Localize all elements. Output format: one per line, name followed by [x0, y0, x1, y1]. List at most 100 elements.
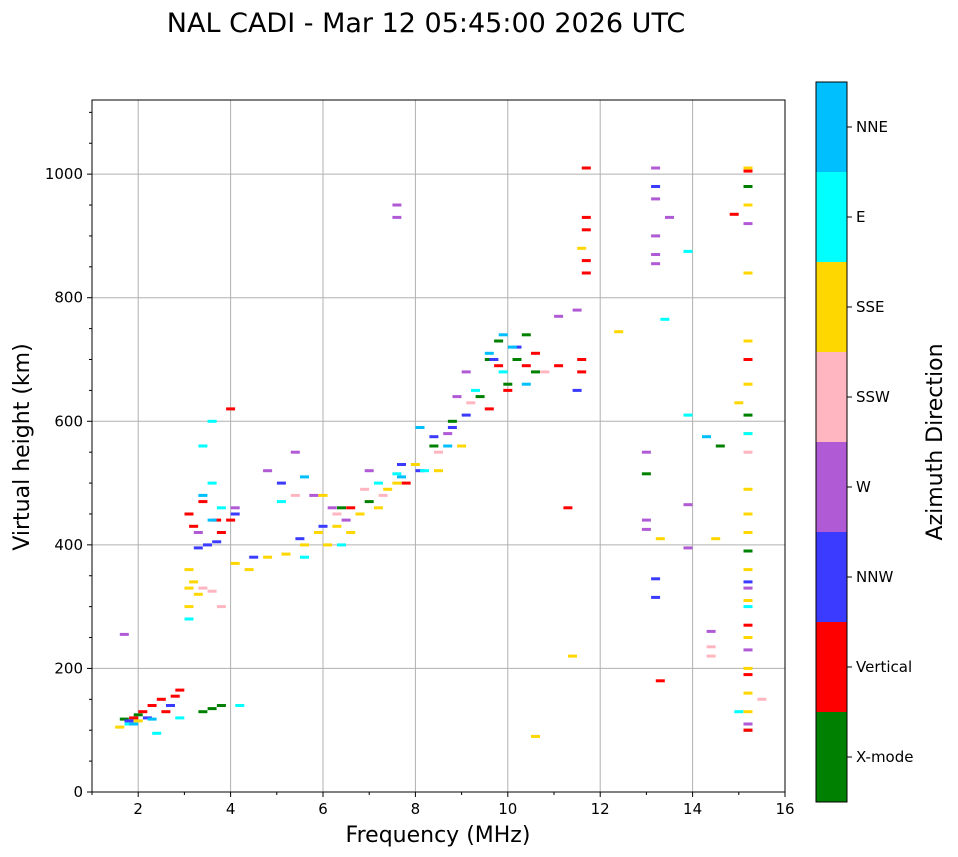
echo-point-nnw-22 — [743, 580, 753, 584]
echo-point-e-7 — [216, 506, 226, 510]
echo-point-nnw-15 — [461, 413, 471, 417]
echo-point-x-mode-10 — [484, 358, 494, 361]
echo-point-nnw-17 — [512, 345, 522, 349]
echo-point-vertical-6 — [175, 688, 185, 692]
echo-point-x-mode-11 — [494, 339, 504, 343]
echo-point-x-mode-12 — [503, 382, 513, 386]
echo-point-vertical-30 — [655, 679, 665, 683]
echo-point-vertical-22 — [563, 506, 573, 510]
echo-point-w-6 — [327, 506, 337, 510]
plot-frame — [91, 99, 786, 793]
echo-point-e-17 — [660, 317, 670, 321]
echo-point-w-27 — [706, 629, 716, 633]
echo-point-sse-39 — [743, 487, 753, 491]
echo-point-w-7 — [341, 518, 351, 522]
echo-point-w-2 — [230, 506, 240, 510]
y-axis-label: Virtual height (km) — [10, 343, 35, 550]
echo-point-vertical-26 — [581, 215, 591, 219]
echo-point-w-18 — [641, 527, 651, 531]
colorbar-label-nnw: NNW — [856, 568, 893, 586]
colorbar-label-vertical: Vertical — [856, 658, 912, 676]
echo-point-ssw-13 — [757, 697, 767, 701]
colorbar-label-x-mode: X-mode — [856, 748, 913, 766]
echo-point-sse-3 — [184, 586, 194, 590]
echo-point-x-mode-17 — [715, 444, 725, 448]
echo-point-vertical-2 — [147, 704, 157, 707]
echo-point-nnw-10 — [318, 524, 328, 528]
echo-point-x-mode-8 — [447, 419, 457, 423]
echo-point-sse-22 — [434, 469, 443, 473]
echo-point-nnw-5 — [212, 540, 222, 544]
colorbar-swatch-x-mode — [816, 712, 847, 802]
echo-point-vertical-11 — [216, 531, 226, 534]
echo-point-ssw-1 — [207, 589, 217, 593]
echo-point-w-8 — [364, 469, 374, 473]
echo-point-vertical-19 — [521, 364, 531, 368]
echo-point-e-2 — [175, 716, 185, 720]
echo-point-vertical-13 — [226, 407, 236, 411]
echo-point-vertical-4 — [161, 710, 171, 714]
echo-point-nnw-19 — [651, 595, 661, 599]
echo-point-w-24 — [665, 215, 674, 219]
echo-point-sse-8 — [244, 568, 254, 572]
colorbar-label-sse: SSE — [856, 298, 885, 316]
echo-point-sse-5 — [189, 580, 199, 584]
echo-point-nne-2 — [198, 493, 208, 497]
echo-point-nne-11 — [521, 382, 531, 386]
echo-point-vertical-27 — [581, 228, 591, 232]
y-tick-label: 200 — [54, 659, 83, 677]
echo-point-nnw-8 — [276, 481, 286, 485]
echo-point-nnw-9 — [295, 537, 305, 541]
colorbar-swatch-w — [816, 442, 847, 532]
echo-point-vertical-34 — [743, 623, 753, 627]
echo-point-w-28 — [743, 722, 753, 726]
x-axis: 2 4 6 8 10 12 14 16 — [91, 792, 795, 818]
echo-point-w-21 — [651, 234, 661, 238]
echo-point-vertical-23 — [577, 358, 587, 361]
echo-point-vertical-31 — [729, 212, 739, 216]
echo-point-w-31 — [743, 222, 753, 226]
echo-point-sse-1 — [133, 719, 143, 723]
echo-point-e-18 — [683, 413, 693, 417]
echo-point-sse-2 — [184, 605, 194, 609]
echo-point-w-12 — [452, 395, 462, 399]
colorbar-label-ssw: SSW — [856, 388, 890, 406]
x-tick-label: 12 — [591, 800, 610, 818]
chart-title: NAL CADI - Mar 12 05:45:00 2026 UTC — [167, 8, 685, 39]
echo-point-sse-17 — [355, 512, 365, 516]
echo-point-nne-4 — [300, 475, 309, 479]
echo-point-sse-28 — [655, 537, 665, 541]
colorbar-swatch-ssw — [816, 352, 847, 442]
echo-point-vertical-28 — [581, 259, 591, 263]
echo-point-vertical-0 — [129, 716, 139, 720]
echo-point-ssw-6 — [378, 493, 388, 497]
echo-point-sse-6 — [193, 592, 203, 596]
x-tick-label: 14 — [683, 800, 702, 818]
echo-point-sse-37 — [743, 531, 753, 534]
echo-point-vertical-21 — [554, 364, 564, 368]
echo-point-sse-42 — [743, 339, 753, 343]
echo-point-w-9 — [392, 203, 402, 207]
echo-point-e-3 — [184, 617, 194, 621]
echo-point-ssw-2 — [216, 605, 226, 609]
echo-point-sse-34 — [743, 636, 753, 639]
echo-point-e-10 — [300, 555, 309, 559]
echo-point-ssw-0 — [198, 586, 208, 590]
echo-point-e-9 — [276, 500, 286, 504]
echo-point-e-11 — [337, 543, 346, 547]
echo-point-e-19 — [683, 249, 693, 253]
echo-point-w-19 — [651, 166, 661, 170]
echo-point-nne-7 — [443, 444, 453, 448]
echo-point-x-mode-4 — [216, 704, 226, 707]
echo-point-sse-30 — [734, 401, 744, 405]
echo-point-sse-4 — [184, 568, 194, 572]
echo-point-ssw-7 — [434, 450, 443, 454]
x-tick-label: 4 — [226, 800, 236, 818]
echo-point-nnw-3 — [193, 546, 203, 550]
data-points — [115, 166, 767, 738]
echo-point-e-20 — [734, 710, 744, 714]
echo-point-w-25 — [683, 503, 693, 507]
echo-point-w-11 — [443, 432, 453, 436]
echo-point-nne-3 — [207, 518, 217, 522]
echo-point-x-mode-15 — [531, 370, 540, 374]
